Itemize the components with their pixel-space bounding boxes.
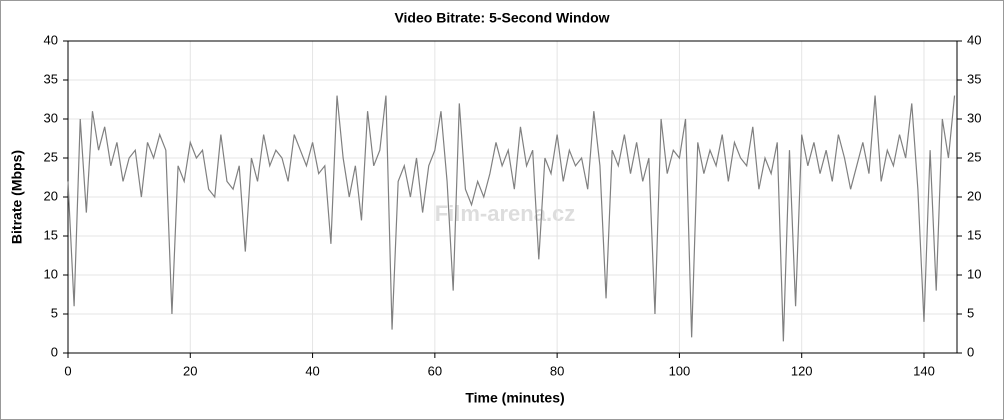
data-line [67,95,956,342]
y-tick-label: 25 [44,149,58,164]
x-tick-label: 60 [428,363,442,378]
watermark: Film-arena.cz [435,201,576,226]
y-tick-label: 20 [44,188,58,203]
y-tick-label: 5 [51,305,58,320]
x-tick-label: 20 [183,363,197,378]
y2-tick-label: 40 [967,32,981,47]
y2-tick-label: 5 [967,305,974,320]
y-axis-label: Bitrate (Mbps) [9,150,25,244]
y-tick-label: 15 [44,227,58,242]
plot-border [67,40,958,354]
x-tick-label: 140 [913,363,935,378]
y2-tick-label: 10 [967,266,981,281]
y-tick-label: 40 [44,32,58,47]
y-tick-label: 0 [51,344,58,359]
x-tick-label: 80 [550,363,564,378]
x-tick-label: 120 [791,363,813,378]
y2-tick-label: 30 [967,110,981,125]
y-tick-label: 35 [44,71,58,86]
y-tick-label: 10 [44,266,58,281]
y-tick-label: 30 [44,110,58,125]
x-axis-label: Time (minutes) [465,390,564,406]
x-tick-label: 40 [305,363,319,378]
x-tick-label: 0 [64,363,71,378]
y2-tick-label: 25 [967,149,981,164]
chart-title: Video Bitrate: 5-Second Window [394,10,609,26]
y2-tick-label: 0 [967,344,974,359]
y2-tick-label: 15 [967,227,981,242]
y2-tick-label: 20 [967,188,981,203]
x-tick-label: 100 [669,363,691,378]
y2-tick-label: 35 [967,71,981,86]
